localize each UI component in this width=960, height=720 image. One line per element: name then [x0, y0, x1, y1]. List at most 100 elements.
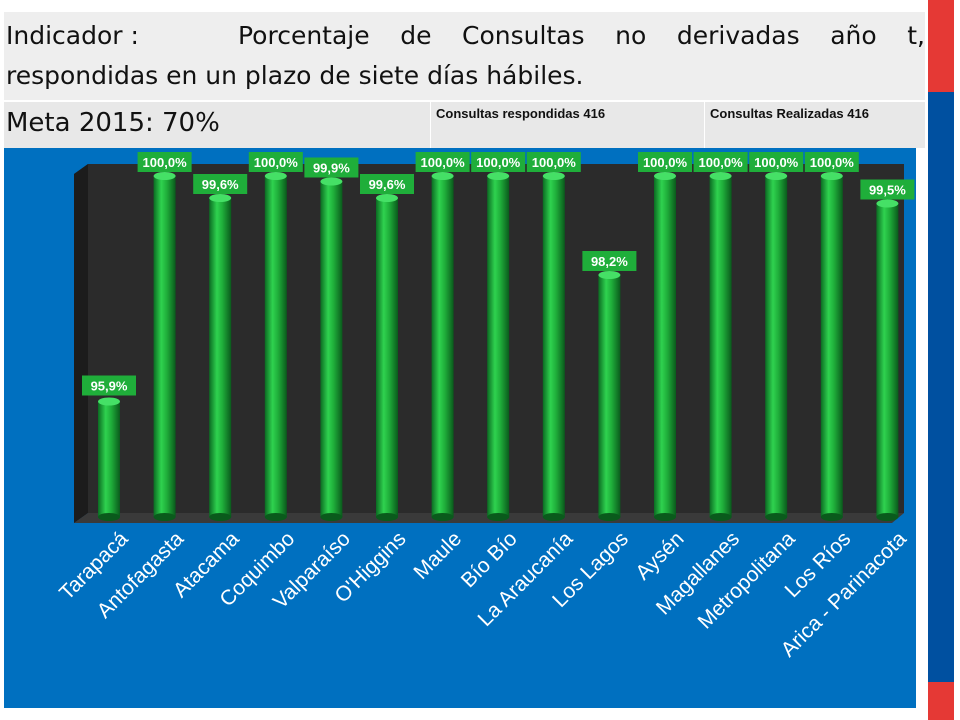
- indicator-word: no: [615, 21, 647, 50]
- bar: [376, 198, 398, 517]
- bar-base: [98, 513, 120, 521]
- bar: [709, 176, 732, 517]
- data-label: 99,6%: [369, 177, 406, 192]
- cell-divider: [430, 102, 431, 148]
- red-stripe: [928, 0, 954, 92]
- bar-top: [709, 172, 732, 180]
- data-label: 100,0%: [532, 155, 577, 170]
- cell-divider: [704, 102, 705, 148]
- bar-base: [709, 513, 732, 521]
- indicator-word: derivadas: [676, 21, 800, 50]
- data-label: 99,5%: [869, 183, 906, 198]
- data-label-box: [693, 152, 748, 172]
- bar-base: [264, 513, 287, 521]
- meta-row: Meta 2015: 70% Consultas respondidas 416…: [4, 102, 925, 148]
- bar-top: [765, 172, 788, 180]
- bar: [765, 176, 788, 517]
- bar: [98, 401, 120, 517]
- bar-top: [820, 172, 843, 180]
- bar-base: [431, 513, 454, 521]
- respondidas-cell: Consultas respondidas 416: [436, 106, 606, 121]
- bar-base: [487, 513, 510, 521]
- bar-top: [654, 172, 676, 180]
- bar-base: [542, 513, 565, 521]
- realizadas-cell: Consultas Realizadas 416: [710, 106, 869, 121]
- indicator-word: t,: [907, 21, 925, 50]
- data-label-box: [471, 152, 526, 172]
- bar-base: [765, 513, 788, 521]
- data-label: 100,0%: [476, 155, 521, 170]
- bar-top: [264, 172, 287, 180]
- bar: [264, 176, 287, 517]
- data-label: 100,0%: [254, 155, 299, 170]
- bar-base: [876, 513, 899, 521]
- bar: [209, 198, 232, 517]
- data-label-box: [415, 152, 470, 172]
- meta-label: Meta 2015: 70%: [6, 108, 220, 138]
- data-label-box: [526, 152, 581, 172]
- bar-top: [376, 194, 398, 202]
- chart-area: 95,9% 100,0% 99,6% 100,0% 99,9% 99,6% 100,0% 10…: [4, 148, 916, 708]
- data-label-box: [582, 251, 637, 271]
- indicator-word: año: [830, 21, 877, 50]
- data-label: 100,0%: [143, 155, 188, 170]
- bar-base: [598, 513, 621, 521]
- data-label: 98,2%: [591, 254, 628, 269]
- data-label-box: [360, 174, 414, 194]
- category-tick-label: Metropolitana: [693, 527, 799, 633]
- indicator-word: Porcentaje: [238, 21, 370, 50]
- bar-top: [431, 172, 454, 180]
- data-label: 100,0%: [421, 155, 466, 170]
- bar-top: [320, 177, 343, 186]
- bar: [320, 181, 343, 517]
- data-label-box: [193, 174, 248, 194]
- red-stripe-bottom: [928, 682, 954, 720]
- bar-top: [876, 199, 899, 208]
- data-label-box: [82, 375, 136, 396]
- data-label-box: [248, 152, 303, 172]
- indicator-text-line1: Porcentaje de Consultas no derivadas año…: [238, 16, 925, 56]
- data-label: 95,9%: [91, 379, 128, 394]
- blue-stripe: [928, 92, 954, 682]
- bar: [487, 176, 510, 517]
- bar-base: [320, 513, 343, 521]
- data-label: 100,0%: [699, 155, 744, 170]
- indicator-row: Indicador : Porcentaje de Consultas no d…: [6, 16, 925, 56]
- data-label: 99,9%: [313, 161, 350, 176]
- data-label: 100,0%: [754, 155, 799, 170]
- bar: [431, 176, 454, 517]
- data-label-box: [304, 157, 359, 178]
- data-label: 100,0%: [643, 155, 688, 170]
- data-label: 99,6%: [202, 177, 239, 192]
- accent-stripes: [920, 0, 960, 720]
- bar-top: [487, 172, 510, 180]
- data-label-box: [137, 152, 192, 172]
- indicator-text-line2: respondidas en un plazo de siete días há…: [6, 61, 584, 90]
- plot-side-wall: [74, 164, 88, 523]
- bar-top: [542, 172, 565, 180]
- bar: [876, 203, 899, 517]
- bar-base: [820, 513, 843, 521]
- indicator-header: Indicador : Porcentaje de Consultas no d…: [4, 12, 925, 100]
- data-label-box: [860, 179, 915, 200]
- bar-top: [598, 271, 621, 279]
- bar-top: [98, 397, 120, 406]
- bar: [153, 176, 176, 517]
- bar-base: [153, 513, 176, 521]
- bar-base: [376, 513, 398, 521]
- bar-chart: 95,9% 100,0% 99,6% 100,0% 99,9% 99,6% 100,0% 10…: [55, 152, 915, 662]
- bar-top: [153, 172, 176, 180]
- bar: [542, 176, 565, 517]
- bar-base: [209, 513, 232, 521]
- bar: [820, 176, 843, 517]
- bar: [598, 275, 621, 517]
- data-label-box: [749, 152, 804, 172]
- data-label-box: [804, 152, 859, 172]
- bar-top: [209, 194, 232, 202]
- bar: [654, 176, 676, 517]
- indicator-label: Indicador :: [6, 21, 139, 50]
- bar-base: [654, 513, 676, 521]
- data-label: 100,0%: [810, 155, 855, 170]
- indicator-word: Consultas: [462, 21, 585, 50]
- indicator-word: de: [400, 21, 432, 50]
